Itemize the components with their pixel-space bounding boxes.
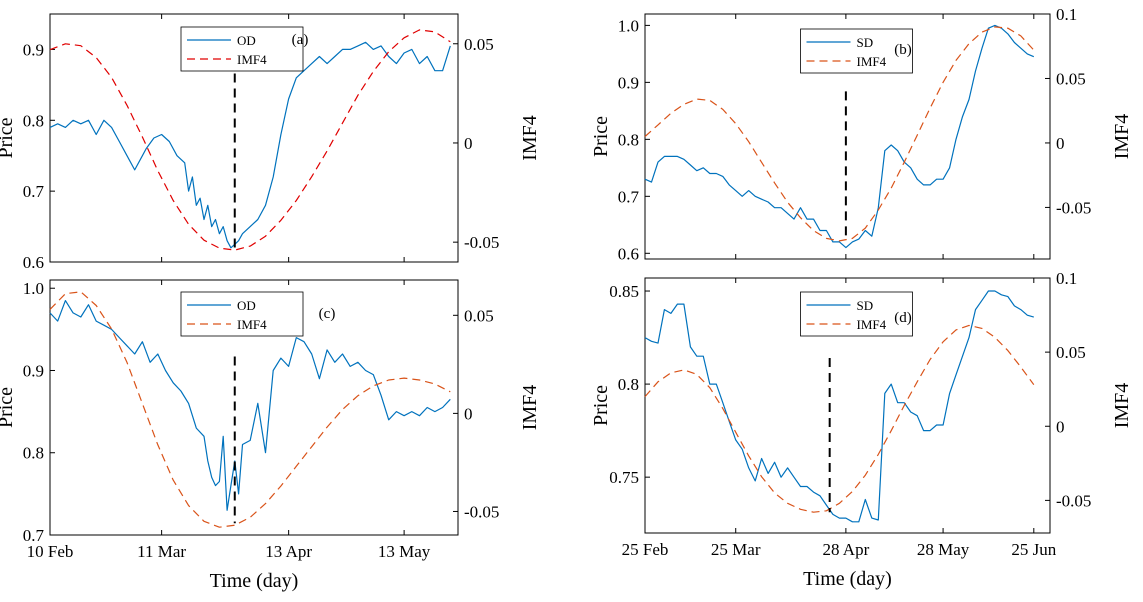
series-line-sd bbox=[644, 290, 1034, 523]
x-tick-label: 10 Feb bbox=[27, 542, 74, 561]
legend-box bbox=[800, 291, 913, 337]
y-right-tick-label: 0.05 bbox=[1056, 343, 1086, 362]
y-left-tick-label: 0.7 bbox=[23, 182, 45, 201]
series-line-imf4 bbox=[644, 324, 1035, 513]
x-tick-label: 25 Feb bbox=[622, 540, 669, 559]
panel-2: 10 Feb 11 Mar 13 Apr 13 May 0.7 0.8 0.9 1.0 -0.0… bbox=[0, 279, 541, 592]
legend-label-od: OD bbox=[237, 298, 256, 313]
y-right-tick-label: -0.05 bbox=[464, 233, 499, 252]
panel-3: 25 Feb 25 Mar 28 Apr 28 May 25 Jun 0.75 0.8 0.8… bbox=[590, 269, 1133, 590]
y-left-tick-label: 0.6 bbox=[618, 244, 639, 263]
panel-1: 0.6 0.7 0.8 0.9 1.0 -0.05 0 0.05 0.1 Price IMF4 SD I… bbox=[590, 5, 1133, 263]
legend-label-sd: SD bbox=[857, 35, 874, 50]
y-right-tick-label: 0.05 bbox=[1056, 69, 1086, 88]
x-tick-label: 25 Jun bbox=[1011, 540, 1056, 559]
y-right-tick-label: 0 bbox=[1056, 417, 1065, 436]
y-left-tick-label: 0.85 bbox=[609, 282, 639, 301]
axes-frame bbox=[49, 13, 459, 263]
legend-label-imf4: IMF4 bbox=[857, 54, 887, 69]
x-axis-title: Time (day) bbox=[803, 568, 892, 590]
y-left-axis-title: Price bbox=[590, 385, 612, 426]
legend-box bbox=[180, 291, 304, 337]
y-right-axis-title: IMF4 bbox=[1111, 383, 1133, 429]
legend-box bbox=[800, 28, 913, 74]
legend-label-od: OD bbox=[237, 33, 256, 48]
x-tick-label: 11 Mar bbox=[137, 542, 186, 561]
y-left-tick-label: 0.8 bbox=[23, 444, 44, 463]
y-right-tick-label: -0.05 bbox=[1056, 198, 1091, 217]
y-left-tick-label: 0.9 bbox=[23, 40, 44, 59]
series-line-sd bbox=[644, 24, 1035, 249]
y-left-tick-label: 0.6 bbox=[23, 253, 44, 272]
axes-frame bbox=[49, 279, 459, 536]
legend-box bbox=[180, 26, 304, 72]
legend: SD IMF4 bbox=[800, 28, 913, 74]
y-left-tick-label: 0.8 bbox=[23, 111, 44, 130]
legend-label-imf4: IMF4 bbox=[237, 52, 267, 67]
y-right-axis-title: IMF4 bbox=[1111, 114, 1133, 160]
y-right-tick-label: 0 bbox=[1056, 134, 1065, 153]
series-line-imf4 bbox=[49, 29, 451, 251]
legend-label-sd: SD bbox=[857, 298, 874, 313]
panel-0: 0.6 0.7 0.8 0.9 -0.05 0 0.05 Price IMF4 OD IMF4 (a) bbox=[0, 13, 541, 272]
y-left-tick-label: 0.9 bbox=[618, 73, 639, 92]
y-left-tick-label: 0.8 bbox=[618, 130, 639, 149]
y-right-tick-label: 0 bbox=[464, 404, 473, 423]
y-right-tick-label: 0 bbox=[464, 134, 473, 153]
y-left-tick-label: 1.0 bbox=[618, 16, 639, 35]
y-right-tick-label: -0.05 bbox=[464, 502, 499, 521]
panel-label: (a) bbox=[292, 32, 309, 48]
panel-label: (d) bbox=[894, 310, 912, 326]
x-tick-label: 13 May bbox=[378, 542, 431, 561]
panel-label: (b) bbox=[894, 42, 912, 58]
y-left-tick-label: 0.9 bbox=[23, 361, 44, 380]
y-left-axis-title: Price bbox=[0, 117, 17, 158]
y-right-tick-label: -0.05 bbox=[1056, 491, 1091, 510]
legend-label-imf4: IMF4 bbox=[857, 317, 887, 332]
legend: OD IMF4 bbox=[180, 26, 304, 72]
legend-label-imf4: IMF4 bbox=[237, 317, 267, 332]
series-line-imf4 bbox=[49, 291, 451, 528]
legend: OD IMF4 bbox=[180, 291, 304, 337]
y-right-tick-label: 0.05 bbox=[464, 306, 494, 325]
x-tick-label: 25 Mar bbox=[711, 540, 761, 559]
x-tick-label: 28 Apr bbox=[823, 540, 870, 559]
x-axis-title: Time (day) bbox=[210, 570, 299, 592]
legend: SD IMF4 bbox=[800, 291, 913, 337]
y-right-tick-label: 0.05 bbox=[464, 35, 494, 54]
y-left-tick-label: 0.75 bbox=[609, 468, 639, 487]
axes-frame bbox=[644, 277, 1051, 534]
x-tick-label: 13 Apr bbox=[265, 542, 312, 561]
series-line-imf4 bbox=[644, 26, 1035, 242]
x-tick-label: 28 May bbox=[917, 540, 970, 559]
y-left-axis-title: Price bbox=[590, 116, 612, 157]
y-left-tick-label: 0.8 bbox=[618, 375, 639, 394]
y-right-axis-title: IMF4 bbox=[519, 385, 541, 431]
panel-label: (c) bbox=[319, 306, 336, 322]
y-left-tick-label: 1.0 bbox=[23, 279, 44, 298]
y-left-tick-label: 0.7 bbox=[618, 187, 640, 206]
series-line-od bbox=[49, 41, 451, 249]
y-right-axis-title: IMF4 bbox=[519, 115, 541, 161]
y-left-tick-label: 0.7 bbox=[23, 526, 45, 545]
y-right-tick-label: 0.1 bbox=[1056, 5, 1077, 24]
y-right-tick-label: 0.1 bbox=[1056, 269, 1077, 288]
y-left-axis-title: Price bbox=[0, 387, 17, 428]
